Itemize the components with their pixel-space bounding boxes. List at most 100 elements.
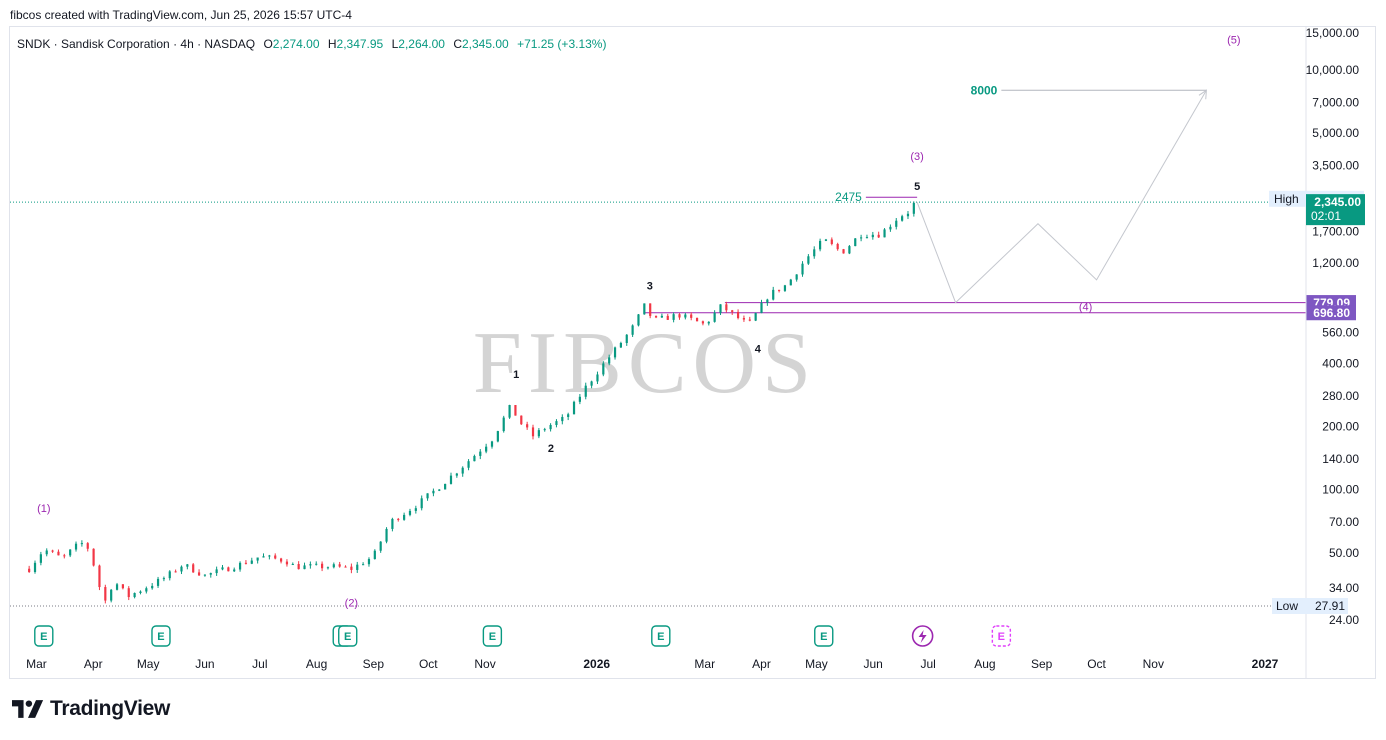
high-marker-label: High <box>1274 192 1299 206</box>
wave-label: (5) <box>1227 34 1240 46</box>
candle-body <box>69 549 72 556</box>
candle-body <box>795 274 798 280</box>
candle-body <box>719 304 722 313</box>
candle-body <box>643 303 646 315</box>
candle-body <box>403 514 406 520</box>
candle-body <box>543 429 546 431</box>
time-tick-label: Oct <box>419 657 438 671</box>
price-tick-label: 50.00 <box>1329 546 1359 560</box>
candle-body <box>602 363 605 375</box>
candle-body <box>133 592 136 598</box>
candle-body <box>608 357 611 364</box>
candle-body <box>818 240 822 250</box>
event-markers: EEEEEEEE <box>34 625 1012 647</box>
candle-body <box>508 405 511 418</box>
projection-line <box>916 90 1207 304</box>
price-tick-label: 400.00 <box>1322 356 1359 370</box>
candle-body <box>80 543 83 545</box>
candle-body <box>309 564 312 566</box>
watermark: FIBCOS <box>473 315 817 412</box>
candle-body <box>238 562 242 570</box>
candle-body <box>865 237 869 239</box>
price-tick-label: 100.00 <box>1322 483 1359 497</box>
earnings-badge <box>34 625 54 647</box>
price-tick-label: 15,000.00 <box>1306 26 1360 40</box>
high-value: 2,347.95 <box>336 37 384 51</box>
candle-body <box>871 234 874 238</box>
candle-body <box>613 347 617 358</box>
earnings-badge <box>338 625 358 647</box>
last-price-value: 2,345.00 <box>1314 195 1361 209</box>
candle-body <box>496 431 499 442</box>
candle-body <box>672 314 675 320</box>
resistance-label: 2475 <box>835 190 862 204</box>
candle-body <box>725 304 728 311</box>
earnings-letter: E <box>657 631 664 643</box>
price-tick-label: 10,000.00 <box>1306 63 1360 77</box>
countdown-value: 02:01 <box>1311 209 1341 223</box>
earnings-letter: E <box>344 631 351 643</box>
symbol-title[interactable]: SNDK · Sandisk Corporation · 4h · NASDAQ <box>17 37 256 51</box>
candle-body <box>883 229 886 238</box>
wave-label: (1) <box>37 503 50 515</box>
candle-body <box>215 569 218 574</box>
candle-body <box>262 556 265 558</box>
price-tick-label: 34.00 <box>1329 581 1359 595</box>
time-tick-label: 2026 <box>583 657 610 671</box>
candle-body <box>110 589 113 601</box>
candle-body <box>690 314 693 318</box>
price-tick-label: 5,000.00 <box>1312 126 1359 140</box>
price-axis[interactable]: 15,000.00 10,000.00 7,000.00 5,000.00 3,500.… <box>1269 26 1365 679</box>
time-axis[interactable]: Mar Apr May Jun Jul Aug Sep Oct Nov 2026 Mar Apr May… <box>26 657 1279 671</box>
last-price-box <box>1306 194 1365 226</box>
candle-body <box>397 518 400 520</box>
future-earnings-icon: E <box>991 625 1012 647</box>
candle-body <box>367 559 371 565</box>
candle-body <box>584 385 587 397</box>
chart-attribution: fibcos created with TradingView.com, Jun… <box>10 8 352 22</box>
candle-body <box>824 239 828 241</box>
time-tick-label: Aug <box>306 657 327 671</box>
candle-body <box>455 473 458 476</box>
candle-body <box>490 441 494 447</box>
chart-frame <box>9 26 1376 679</box>
candle-body <box>291 564 294 566</box>
candle-body <box>842 249 845 254</box>
candle-body <box>777 289 781 291</box>
candle-body <box>303 565 306 570</box>
time-tick-label: May <box>805 657 828 671</box>
candle-body <box>414 508 417 511</box>
tradingview-brand[interactable]: TradingView <box>12 697 170 721</box>
candle-body <box>449 475 453 484</box>
price-tick-label: 1,700.00 <box>1312 224 1359 238</box>
time-tick-label: Jun <box>195 657 214 671</box>
wave-label: (2) <box>345 598 358 610</box>
candle-body <box>98 565 101 588</box>
candle-body <box>192 564 195 573</box>
candle-body <box>695 317 699 322</box>
candle-body <box>344 566 347 568</box>
candle-body <box>203 574 207 576</box>
time-tick-label: 2027 <box>1252 657 1279 671</box>
close-value: 2,345.00 <box>462 37 509 51</box>
candle-body <box>45 550 48 555</box>
candle-body <box>813 249 816 257</box>
candle-body <box>174 571 177 573</box>
earnings-letter: E <box>489 631 496 643</box>
time-tick-label: Oct <box>1087 657 1106 671</box>
candle-body <box>748 319 751 321</box>
candle-body <box>567 414 570 417</box>
candle-body <box>578 396 581 402</box>
earnings-icon: E <box>814 625 834 647</box>
candle-body <box>408 510 412 515</box>
candle-body <box>736 311 740 319</box>
candle-body <box>274 555 277 559</box>
candle-body <box>127 588 130 598</box>
time-tick-label: Jul <box>252 657 267 671</box>
price-tick-label: 1,200.00 <box>1312 256 1359 270</box>
candle-body <box>713 312 716 322</box>
candle-body <box>444 483 447 490</box>
earnings-letter: E <box>998 631 1005 643</box>
candle-body <box>33 562 37 572</box>
